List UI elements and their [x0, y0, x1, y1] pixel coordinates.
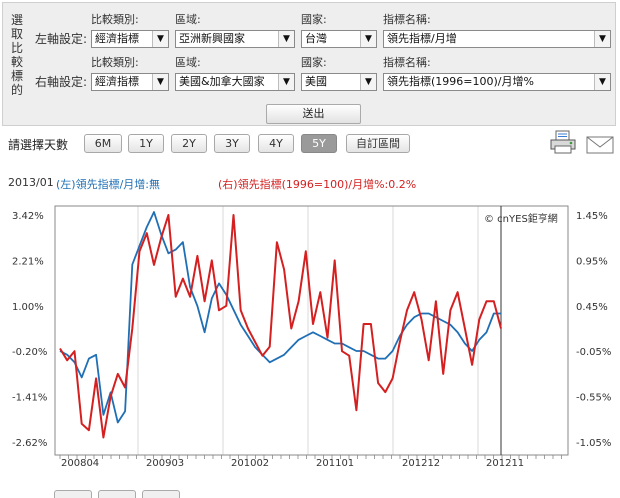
type-header-right: 比較類別:	[91, 56, 139, 69]
submit-button[interactable]: 送出	[266, 104, 361, 124]
left-country-value: 台灣	[305, 32, 327, 45]
legend-date: 2013/01	[8, 176, 54, 189]
chevron-down-icon: ▼	[594, 74, 610, 90]
left-axis: 3.42% 2.21% 1.00% -0.20% -1.41% -2.62%	[12, 211, 47, 449]
left-country-select[interactable]: 台灣 ▼	[301, 30, 377, 48]
left-tick-label: -0.20%	[12, 347, 47, 358]
left-type-value: 經濟指標	[95, 32, 139, 45]
x-tick-label: 201101	[316, 458, 354, 469]
right-axis: 1.45% 0.95% 0.45% -0.05% -0.55% -1.05%	[576, 211, 611, 449]
left-tick-label: -2.62%	[12, 438, 47, 449]
range-button-custom[interactable]: 自訂區間	[346, 134, 410, 153]
range-button-6m[interactable]: 6M	[84, 134, 122, 153]
legend-right-series: (右)領先指標(1996=100)/月增%:0.2%	[218, 178, 417, 191]
region-header-right: 區域:	[175, 56, 201, 69]
range-label: 請選擇天數	[8, 138, 69, 152]
x-tick-label: 201002	[231, 458, 269, 469]
chevron-down-icon: ▼	[278, 31, 294, 47]
right-tick-label: 1.45%	[576, 211, 608, 222]
printer-icon[interactable]	[548, 130, 578, 154]
dual-axis-line-chart: 3.42% 2.21% 1.00% -0.20% -1.41% -2.62% 1.45% 0…	[12, 205, 611, 469]
right-series-line	[59, 214, 502, 439]
right-tick-label: 0.95%	[576, 256, 608, 267]
range-button-5y[interactable]: 5Y	[301, 134, 337, 153]
range-button-2y[interactable]: 2Y	[171, 134, 207, 153]
type-header-left: 比較類別:	[91, 13, 139, 26]
left-indicator-value: 領先指標/月增	[387, 32, 457, 45]
chart-grid	[137, 206, 479, 455]
left-type-select[interactable]: 經濟指標 ▼	[91, 30, 169, 48]
right-tick-label: -0.05%	[576, 347, 611, 358]
right-indicator-select[interactable]: 領先指標(1996=100)/月增% ▼	[383, 73, 611, 91]
x-tick-label: 200903	[146, 458, 184, 469]
range-button-3y[interactable]: 3Y	[214, 134, 250, 153]
x-tick-label: 201211	[486, 458, 524, 469]
range-button-4y[interactable]: 4Y	[258, 134, 294, 153]
left-axis-label: 左軸設定:	[35, 32, 88, 46]
plot-area-border	[54, 205, 569, 456]
left-tick-label: -1.41%	[12, 393, 47, 404]
left-series-line	[59, 211, 501, 424]
left-tick-label: 1.00%	[12, 302, 44, 313]
right-type-value: 經濟指標	[95, 75, 139, 88]
right-axis-label: 右軸設定:	[35, 75, 88, 89]
right-country-value: 美國	[305, 75, 327, 88]
chevron-down-icon: ▼	[152, 74, 168, 90]
country-header-right: 國家:	[301, 56, 327, 69]
bottom-button-1[interactable]	[54, 490, 92, 498]
chevron-down-icon: ▼	[360, 31, 376, 47]
chevron-down-icon: ▼	[152, 31, 168, 47]
country-header-left: 國家:	[301, 13, 327, 26]
left-tick-label: 2.21%	[12, 256, 44, 267]
chart-watermark: © cnYES鉅亨網	[484, 212, 558, 225]
left-indicator-select[interactable]: 領先指標/月增 ▼	[383, 30, 611, 48]
right-region-select[interactable]: 美國&加拿大國家 ▼	[175, 73, 295, 91]
right-type-select[interactable]: 經濟指標 ▼	[91, 73, 169, 91]
chart-series	[59, 211, 502, 439]
left-region-select[interactable]: 亞洲新興國家 ▼	[175, 30, 295, 48]
region-header-left: 區域:	[175, 13, 201, 26]
comparison-settings-panel: 選取比較標的 比較類別: 區域: 國家: 指標名稱: 左軸設定: 經濟指標 ▼ …	[2, 2, 616, 126]
x-axis: 200804 200903 201002 201101 201212 201211	[59, 455, 562, 469]
x-tick-label: 201212	[402, 458, 440, 469]
bottom-button-3[interactable]	[142, 490, 180, 498]
right-tick-label: -0.55%	[576, 393, 611, 404]
mail-icon[interactable]	[586, 136, 614, 154]
right-indicator-value: 領先指標(1996=100)/月增%	[387, 75, 534, 88]
range-button-1y[interactable]: 1Y	[128, 134, 164, 153]
legend-left-series: (左)領先指標/月增:無	[56, 178, 160, 191]
right-tick-label: 0.45%	[576, 302, 608, 313]
indicator-header-right: 指標名稱:	[383, 56, 431, 69]
side-label: 選取比較標的	[11, 13, 24, 97]
bottom-button-2[interactable]	[98, 490, 136, 498]
indicator-header-left: 指標名稱:	[383, 13, 431, 26]
x-tick-label: 200804	[61, 458, 99, 469]
chevron-down-icon: ▼	[594, 31, 610, 47]
right-region-value: 美國&加拿大國家	[179, 75, 265, 88]
right-country-select[interactable]: 美國 ▼	[301, 73, 377, 91]
chevron-down-icon: ▼	[360, 74, 376, 90]
left-region-value: 亞洲新興國家	[179, 32, 245, 45]
left-tick-label: 3.42%	[12, 211, 44, 222]
right-tick-label: -1.05%	[576, 438, 611, 449]
chevron-down-icon: ▼	[278, 74, 294, 90]
